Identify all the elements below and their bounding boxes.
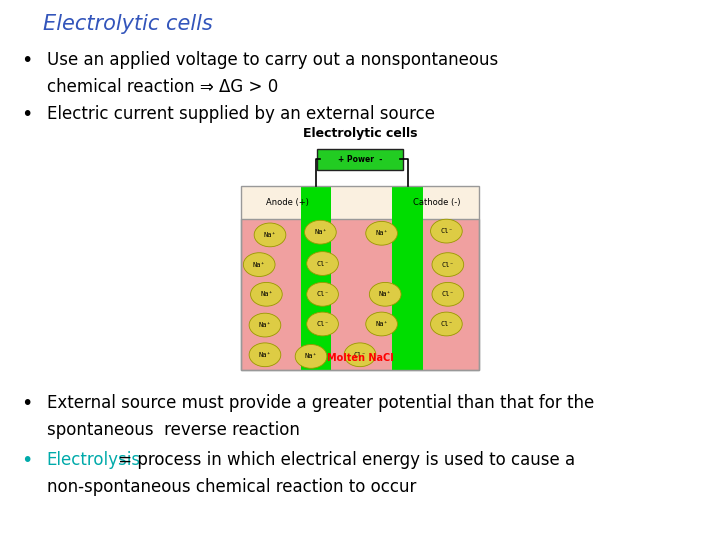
Circle shape xyxy=(307,252,338,275)
Text: Cl⁻: Cl⁻ xyxy=(440,228,453,234)
Text: Cathode (-): Cathode (-) xyxy=(413,198,460,207)
Text: Na⁺: Na⁺ xyxy=(375,230,388,237)
Text: •: • xyxy=(22,451,33,470)
Circle shape xyxy=(369,282,401,306)
Text: Anode (+): Anode (+) xyxy=(266,198,309,207)
Text: Cl⁻: Cl⁻ xyxy=(316,260,329,267)
FancyBboxPatch shape xyxy=(241,186,479,219)
Text: Na⁺: Na⁺ xyxy=(258,352,271,358)
Text: •: • xyxy=(22,51,33,70)
Text: Na⁺: Na⁺ xyxy=(260,291,273,298)
Text: Molten NaCl: Molten NaCl xyxy=(327,353,393,363)
Text: •: • xyxy=(22,394,33,413)
Text: Cl⁻: Cl⁻ xyxy=(441,291,454,298)
Text: Use an applied voltage to carry out a nonspontaneous: Use an applied voltage to carry out a no… xyxy=(47,51,498,69)
FancyBboxPatch shape xyxy=(317,148,403,170)
Text: Cl⁻: Cl⁻ xyxy=(316,321,329,327)
Text: Cl⁻: Cl⁻ xyxy=(316,291,329,298)
Circle shape xyxy=(344,343,376,367)
Text: non-spontaneous chemical reaction to occur: non-spontaneous chemical reaction to occ… xyxy=(47,478,416,496)
Circle shape xyxy=(307,312,338,336)
Text: Na⁺: Na⁺ xyxy=(314,229,327,235)
Circle shape xyxy=(366,221,397,245)
Text: Na⁺: Na⁺ xyxy=(253,261,266,268)
Circle shape xyxy=(366,312,397,336)
Circle shape xyxy=(249,343,281,367)
Circle shape xyxy=(254,223,286,247)
Text: Cl⁻: Cl⁻ xyxy=(441,261,454,268)
FancyBboxPatch shape xyxy=(392,186,423,370)
Circle shape xyxy=(249,313,281,337)
Text: Electrolysis: Electrolysis xyxy=(47,451,141,469)
Text: Na⁺: Na⁺ xyxy=(305,353,318,360)
Text: + Power  -: + Power - xyxy=(338,155,382,164)
Circle shape xyxy=(431,312,462,336)
Text: = process in which electrical energy is used to cause a: = process in which electrical energy is … xyxy=(113,451,575,469)
Text: Na⁺: Na⁺ xyxy=(258,322,271,328)
Circle shape xyxy=(243,253,275,276)
FancyBboxPatch shape xyxy=(241,219,479,370)
Text: External source must provide a greater potential than that for the: External source must provide a greater p… xyxy=(47,394,594,412)
FancyBboxPatch shape xyxy=(301,186,331,370)
Text: spontaneous  reverse reaction: spontaneous reverse reaction xyxy=(47,421,300,439)
Text: •: • xyxy=(22,105,33,124)
Text: chemical reaction ⇒ ΔG > 0: chemical reaction ⇒ ΔG > 0 xyxy=(47,78,278,96)
Text: Na⁺: Na⁺ xyxy=(264,232,276,238)
Text: Na⁺: Na⁺ xyxy=(375,321,388,327)
Text: Cl⁻: Cl⁻ xyxy=(440,321,453,327)
Circle shape xyxy=(305,220,336,244)
Circle shape xyxy=(307,282,338,306)
Circle shape xyxy=(432,253,464,276)
Text: Electrolytic cells: Electrolytic cells xyxy=(302,127,418,140)
Text: Electrolytic cells: Electrolytic cells xyxy=(43,14,213,33)
Text: Na⁺: Na⁺ xyxy=(379,291,392,298)
Text: Cl⁻: Cl⁻ xyxy=(354,352,366,358)
Circle shape xyxy=(295,345,327,368)
Circle shape xyxy=(251,282,282,306)
Text: Electric current supplied by an external source: Electric current supplied by an external… xyxy=(47,105,435,123)
Circle shape xyxy=(432,282,464,306)
Circle shape xyxy=(431,219,462,243)
